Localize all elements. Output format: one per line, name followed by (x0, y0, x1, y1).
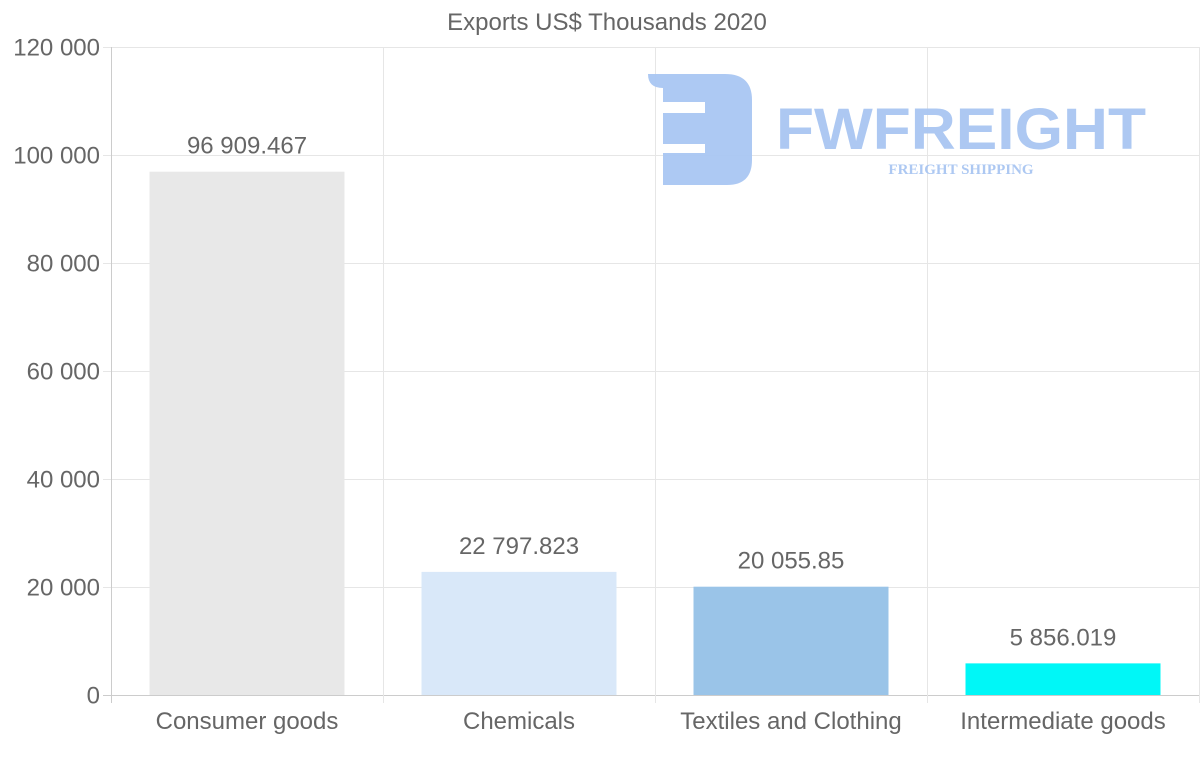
data-label: 96 909.467 (187, 133, 307, 160)
labels: 0 20 000 40 000 60 000 80 000 100 000 120 000 9… (13, 35, 1166, 736)
data-label: 22 797.823 (459, 533, 579, 560)
x-tick-label: Intermediate goods (960, 708, 1165, 735)
y-tick-label: 100 000 (13, 143, 100, 170)
y-tick-label: 60 000 (27, 359, 100, 386)
bar-textiles-and-clothing (693, 586, 889, 695)
y-tick-label: 80 000 (27, 251, 100, 278)
logo-mark-icon (648, 74, 752, 185)
fwfreight-watermark: FWFREIGHT FREIGHT SHIPPING (648, 74, 1146, 185)
data-label: 20 055.85 (738, 548, 845, 575)
bar-intermediate-goods (965, 663, 1161, 695)
x-tick-label: Consumer goods (156, 708, 339, 735)
x-tick-label: Chemicals (463, 708, 575, 735)
watermark-brand: FWFREIGHT (776, 97, 1146, 162)
bar-consumer-goods (149, 171, 345, 696)
data-label: 5 856.019 (1010, 624, 1117, 651)
y-tick-label: 120 000 (13, 35, 100, 62)
chart-title: Exports US$ Thousands 2020 (447, 9, 767, 36)
bar-chemicals (421, 571, 617, 695)
y-tick-label: 0 (87, 683, 100, 710)
bars (149, 171, 1161, 696)
y-tick-label: 20 000 (27, 575, 100, 602)
y-tick-label: 40 000 (27, 467, 100, 494)
watermark-tagline: FREIGHT SHIPPING (888, 162, 1033, 178)
x-tick-label: Textiles and Clothing (680, 708, 901, 735)
